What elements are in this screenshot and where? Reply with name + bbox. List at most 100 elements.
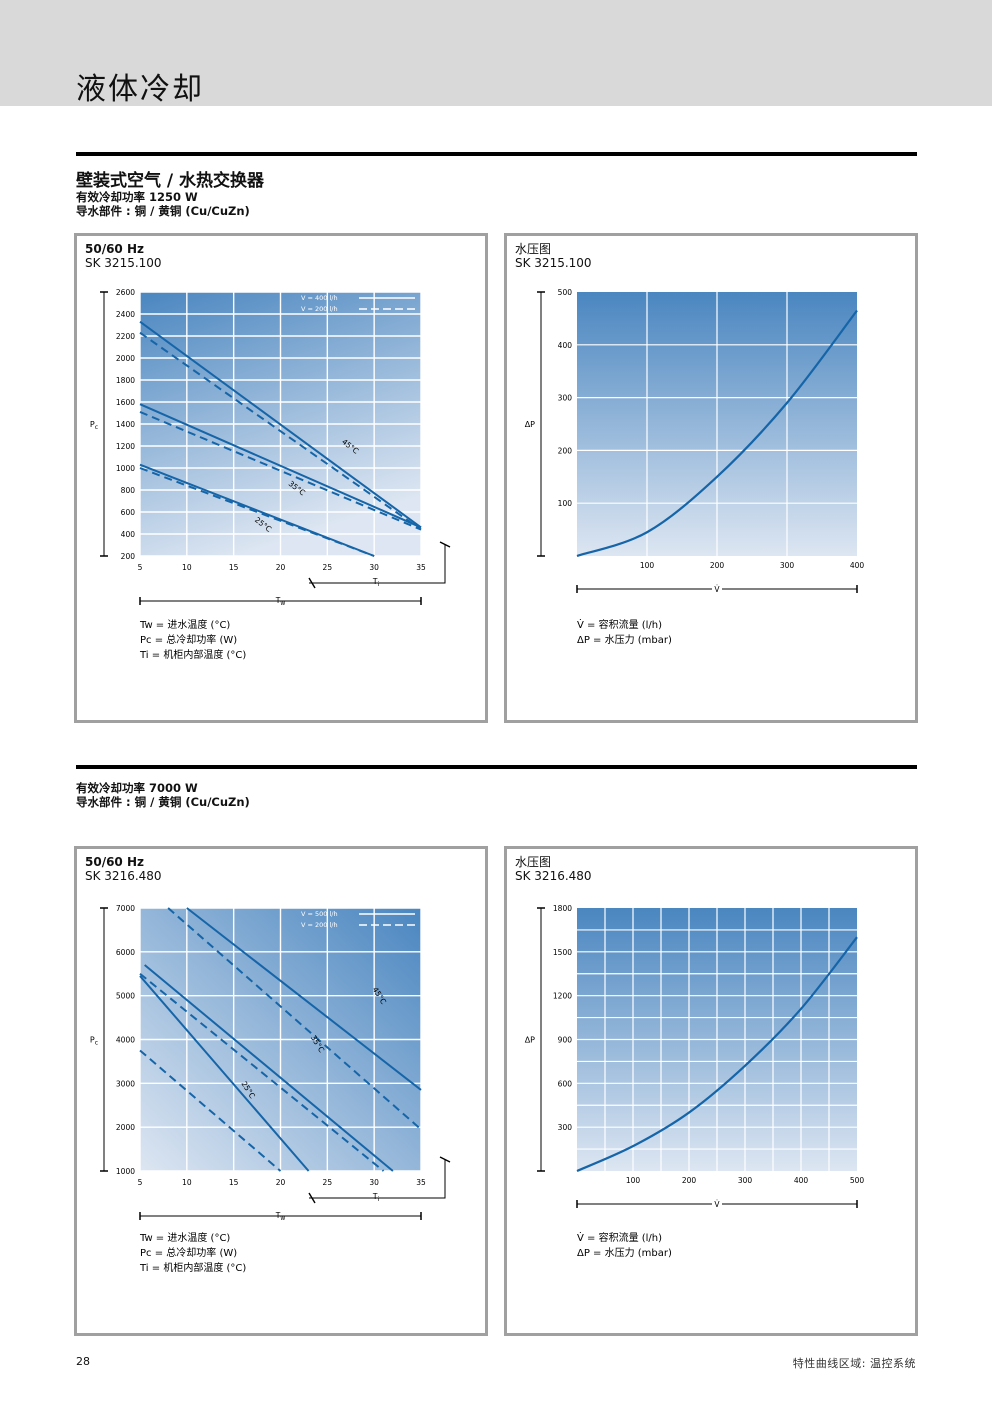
y-tick-label: 800 — [121, 486, 136, 495]
y-tick-label: 1600 — [116, 398, 135, 407]
x-tick-label: 300 — [738, 1176, 753, 1185]
section-rule — [76, 152, 917, 156]
y-tick-label: 2200 — [116, 332, 135, 341]
legend-label: V = 500 l/h — [301, 910, 338, 918]
y-axis-label: Pc — [90, 1036, 98, 1047]
y-tick-label: 5000 — [116, 992, 135, 1001]
y-tick-label: 3000 — [116, 1079, 135, 1088]
y-axis-label: ΔP — [525, 420, 535, 429]
legend-key-pc: Pc = 总冷却功率 (W) — [140, 633, 237, 646]
y-tick-label: 200 — [558, 446, 573, 455]
material-info: 导水部件 : 铜 / 黄铜 (Cu/CuZn) — [76, 795, 250, 809]
series-line-45c-solid — [139, 320, 422, 529]
legend-key-p: ΔP = 水压力 (mbar) — [577, 1246, 672, 1259]
page-number: 28 — [76, 1355, 90, 1368]
x-tick-label: 400 — [794, 1176, 809, 1185]
pressure-curve — [576, 309, 858, 558]
x-tick-label: 15 — [229, 563, 239, 572]
y-tick-label: 2000 — [116, 1123, 135, 1132]
y-tick-label: 500 — [558, 288, 573, 297]
x-tick-label: 20 — [276, 563, 286, 572]
y-axis-label: Pc — [90, 420, 98, 431]
y-tick-label: 600 — [558, 1079, 573, 1088]
panel-title: 水压图 — [515, 242, 552, 256]
x-tick-label: 20 — [276, 1178, 286, 1187]
x-axis-label: Tw — [275, 1211, 286, 1222]
y-tick-label: 2000 — [116, 354, 135, 363]
header-band — [0, 0, 992, 106]
y-tick-label: 300 — [558, 394, 573, 403]
legend-key-v: V̇ = 容积流量 (l/h) — [577, 618, 662, 631]
x-tick-label: 25 — [323, 563, 333, 572]
x-tick-label: 10 — [182, 563, 192, 572]
legend-key-ti: Ti = 机柜内部温度 (°C) — [139, 1261, 246, 1274]
y-tick-label: 200 — [121, 552, 136, 561]
series-line-25c-dashed — [139, 467, 375, 557]
series-line-35c-solid — [139, 403, 422, 529]
y-tick-label: 1800 — [116, 376, 135, 385]
x-tick-label: 100 — [626, 1176, 641, 1185]
y-axis-label: ΔP — [525, 1036, 535, 1045]
section-rule — [76, 765, 917, 769]
series-line-45c-solid — [186, 907, 422, 1091]
ti-axis-label: Ti — [372, 577, 380, 588]
cooling-power: 有效冷却功率 7000 W — [76, 781, 198, 795]
x-tick-label: 10 — [182, 1178, 192, 1187]
panel-model: SK 3215.100 — [85, 256, 162, 270]
legend-key-v: V̇ = 容积流量 (l/h) — [577, 1231, 662, 1244]
x-axis-label-bg — [712, 584, 722, 594]
ti-arrow-tick — [308, 1192, 316, 1204]
y-tick-label: 1400 — [116, 420, 135, 429]
x-tick-label: 500 — [850, 1176, 865, 1185]
x-tick-label: 5 — [138, 1178, 143, 1187]
x-axis-label-bg — [712, 1199, 722, 1209]
series-line-35c-dashed — [139, 972, 385, 1172]
x-tick-label: 35 — [416, 563, 426, 572]
y-tick-label: 4000 — [116, 1036, 135, 1045]
y-tick-label: 1200 — [116, 442, 135, 451]
y-tick-label: 300 — [558, 1123, 573, 1132]
panel-frequency: 50/60 Hz — [85, 855, 144, 869]
y-tick-label: 400 — [558, 341, 573, 350]
panel-title: 水压图 — [515, 855, 552, 869]
material-info: 导水部件 : 铜 / 黄铜 (Cu/CuZn) — [76, 204, 250, 218]
x-tick-label: 30 — [369, 1178, 379, 1187]
y-tick-label: 1000 — [116, 1167, 135, 1176]
series-line-45c-dashed — [167, 907, 422, 1131]
series-line-45c-dashed — [139, 331, 422, 531]
x-axis-label: Tw — [275, 596, 286, 607]
legend-key-tw: Tw = 进水温度 (°C) — [139, 1231, 230, 1244]
y-tick-label: 600 — [121, 508, 136, 517]
page-title: 液体冷却 — [76, 72, 204, 107]
legend-label: V = 200 l/h — [301, 305, 338, 313]
y-tick-label: 7000 — [116, 904, 135, 913]
y-tick-label: 6000 — [116, 948, 135, 957]
ti-arrow-tick — [308, 577, 316, 589]
panel-model: SK 3216.480 — [515, 869, 592, 883]
x-tick-label: 300 — [780, 561, 795, 570]
panel-model: SK 3215.100 — [515, 256, 592, 270]
footer-text: 特性曲线区域: 温控系统 — [792, 1357, 916, 1370]
x-tick-label: 400 — [850, 561, 865, 570]
y-tick-label: 900 — [558, 1036, 573, 1045]
legend-label: V = 200 l/h — [301, 921, 338, 929]
x-tick-label: 25 — [323, 1178, 333, 1187]
x-tick-label: 200 — [682, 1176, 697, 1185]
y-tick-label: 400 — [121, 530, 136, 539]
x-axis-label: V̇ — [714, 1200, 720, 1209]
ti-axis-label: Ti — [372, 1192, 380, 1203]
x-tick-label: 35 — [416, 1178, 426, 1187]
legend-key-p: ΔP = 水压力 (mbar) — [577, 633, 672, 646]
series-line-25c-solid — [139, 975, 310, 1172]
pressure-curve — [576, 936, 858, 1173]
section-heading: 壁装式空气 / 水热交换器 — [76, 171, 265, 191]
legend-key-ti: Ti = 机柜内部温度 (°C) — [139, 648, 246, 661]
x-tick-label: 30 — [369, 563, 379, 572]
legend-key-tw: Tw = 进水温度 (°C) — [139, 618, 230, 631]
legend-key-pc: Pc = 总冷却功率 (W) — [140, 1246, 237, 1259]
x-tick-label: 100 — [640, 561, 655, 570]
ti-bracket — [309, 1159, 446, 1199]
y-tick-label: 2600 — [116, 288, 135, 297]
ti-arrow-tick — [439, 541, 451, 548]
